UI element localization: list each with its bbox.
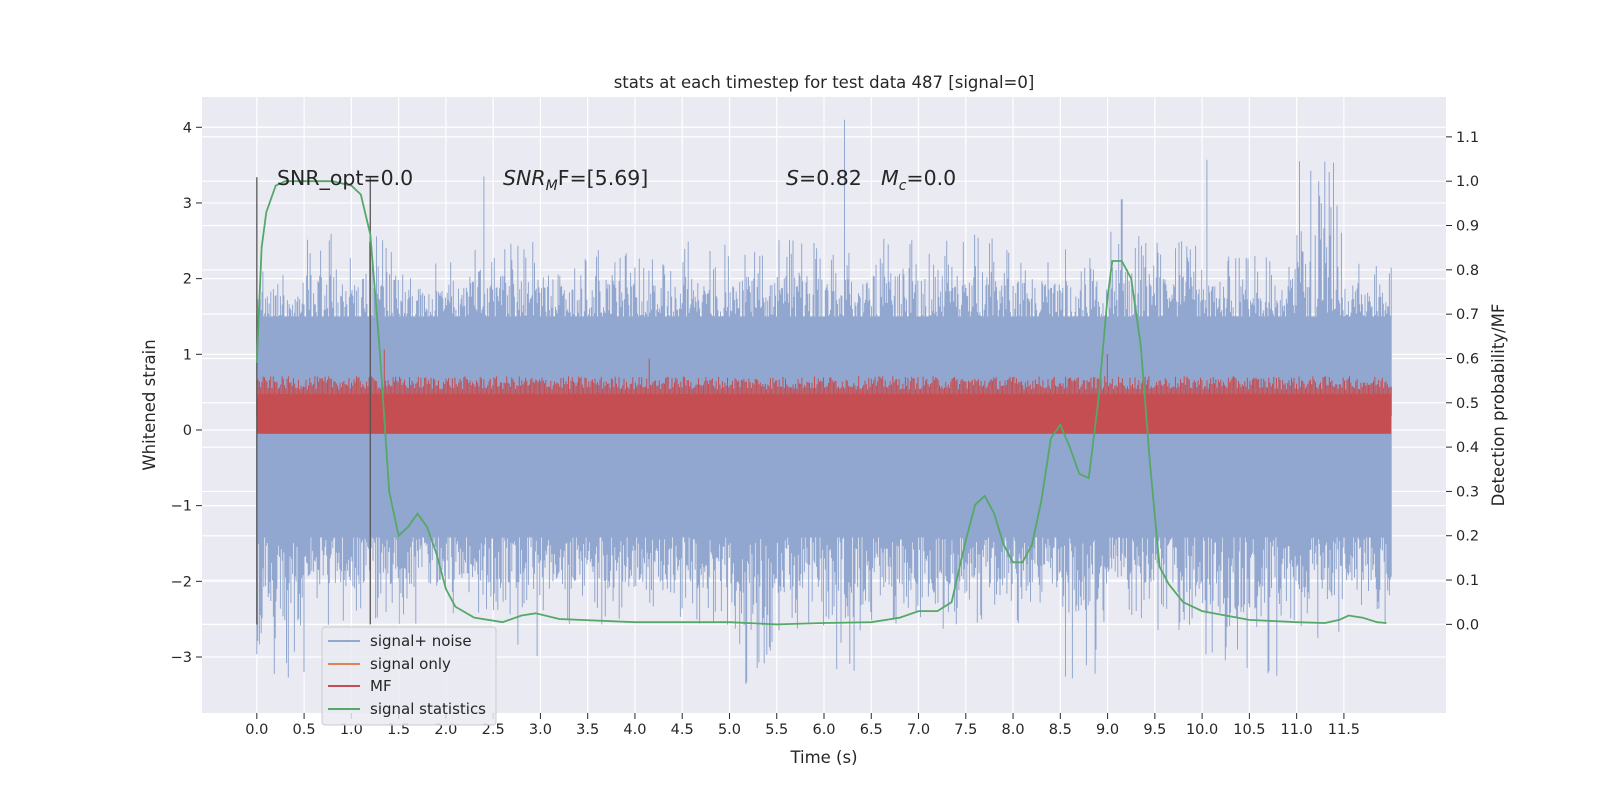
x-tick-label: 10.5 xyxy=(1233,722,1265,738)
y-left-tick-label: 1 xyxy=(183,347,192,363)
ticks: 0.0 0.5 1.0 1.5 2.0 2.5 3.0 3.5 4.0 4.5 5.0 5.5 6.0 6… xyxy=(171,120,1479,738)
y-axis-label-right: Detection probability/MF xyxy=(1489,304,1508,507)
chart-title: stats at each timestep for test data 487… xyxy=(614,73,1035,92)
s-label: S xyxy=(786,166,799,190)
y-right-tick-label: 0.9 xyxy=(1456,219,1479,235)
y-axis-label-left: Whitened strain xyxy=(140,339,159,470)
x-tick-label: 1.0 xyxy=(340,722,363,738)
y-left-tick-label: −2 xyxy=(171,574,192,590)
s-value: =0.82 xyxy=(799,166,862,190)
x-tick-label: 5.0 xyxy=(718,722,741,738)
x-tick-label: 7.0 xyxy=(907,722,930,738)
x-tick-label: 4.5 xyxy=(671,722,694,738)
snr-mf-base: SNR xyxy=(503,166,546,190)
x-tick-label: 6.0 xyxy=(812,722,835,738)
y-right-tick-label: 0.2 xyxy=(1456,529,1479,545)
mc-sub: c xyxy=(899,178,907,194)
y-right-tick-label: 0.3 xyxy=(1456,484,1479,500)
legend-box xyxy=(321,626,497,726)
x-tick-label: 3.0 xyxy=(529,722,552,738)
x-tick-label: 3.5 xyxy=(576,722,599,738)
x-axis-label: Time (s) xyxy=(789,748,857,767)
y-right-tick-label: 1.0 xyxy=(1456,174,1479,190)
x-tick-label: 11.5 xyxy=(1328,722,1360,738)
signal-statistics-line xyxy=(255,180,1387,626)
x-tick-label: 11.0 xyxy=(1280,722,1312,738)
y-right-tick-label: 1.1 xyxy=(1456,130,1479,146)
y-left-tick-label: 2 xyxy=(183,272,192,288)
y-left-tick-label: 4 xyxy=(183,120,192,136)
x-tick-label: 7.5 xyxy=(954,722,977,738)
y-right-tick-label: 0.6 xyxy=(1456,351,1479,367)
x-tick-label: 10.0 xyxy=(1186,722,1218,738)
snr-mf-annotation: SNRMF=[5.69] xyxy=(503,166,648,194)
x-tick-label: 5.5 xyxy=(765,722,788,738)
legend-label-signal-statistics: signal statistics xyxy=(370,700,486,718)
legend-label-signal-noise: signal+ noise xyxy=(370,632,472,650)
y-right-tick-label: 0.0 xyxy=(1456,617,1479,633)
y-left-tick-label: 3 xyxy=(183,196,192,212)
x-tick-label: 4.0 xyxy=(623,722,646,738)
mc-annotation: Mc=0.0 xyxy=(881,166,956,194)
x-tick-label: 0.5 xyxy=(293,722,316,738)
x-tick-label: 1.5 xyxy=(387,722,410,738)
x-tick-label: 2.0 xyxy=(434,722,457,738)
legend: signal+ noise signal only MF signal stat… xyxy=(321,626,497,726)
y-right-tick-label: 0.1 xyxy=(1456,573,1479,589)
y-right-tick-label: 0.4 xyxy=(1456,440,1479,456)
x-tick-label: 6.5 xyxy=(860,722,883,738)
x-tick-label: 8.5 xyxy=(1049,722,1072,738)
y-right-tick-label: 0.7 xyxy=(1456,307,1479,323)
mc-value: =0.0 xyxy=(906,166,956,190)
mc-base: M xyxy=(881,166,899,190)
y-right-tick-label: 0.5 xyxy=(1456,396,1479,412)
x-tick-label: 2.5 xyxy=(482,722,505,738)
legend-label-signal-only: signal only xyxy=(370,655,451,673)
x-tick-label: 8.0 xyxy=(1002,722,1025,738)
snr-mf-rest: F=[5.69] xyxy=(558,166,649,190)
y-left-tick-label: −3 xyxy=(171,650,192,666)
data-layer xyxy=(255,119,1392,684)
y-right-tick-label: 0.8 xyxy=(1456,263,1479,279)
y-left-tick-label: −1 xyxy=(171,499,192,515)
y-left-tick-label: 0 xyxy=(183,423,192,439)
snr-opt-annotation: SNR_opt=0.0 xyxy=(277,166,413,191)
s-annotation: S=0.82 xyxy=(786,166,862,190)
x-tick-label: 9.0 xyxy=(1096,722,1119,738)
snr-mf-sub: M xyxy=(546,178,558,194)
x-tick-label: 9.5 xyxy=(1143,722,1166,738)
x-tick-label: 0.0 xyxy=(245,722,268,738)
legend-label-mf: MF xyxy=(370,677,392,695)
